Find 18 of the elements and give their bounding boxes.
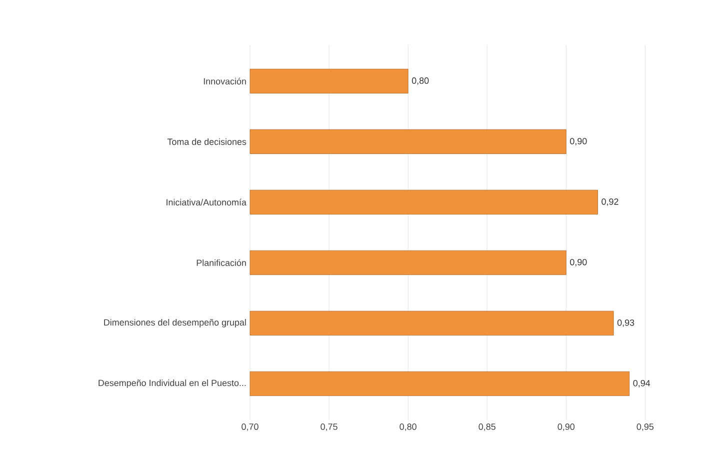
data-label: 0,93 xyxy=(617,319,634,327)
data-label: 0,80 xyxy=(412,77,429,85)
y-tick-label: Toma de decisiones xyxy=(167,138,246,145)
y-tick-label: Innovación xyxy=(204,78,246,84)
x-tick-label: 0,90 xyxy=(558,424,575,431)
data-label: 0,94 xyxy=(633,380,650,388)
data-label: 0,92 xyxy=(602,198,618,206)
data-label: 0,90 xyxy=(570,258,587,266)
y-tick-label: Iniciativa/Autonomía xyxy=(166,198,246,206)
x-tick-label: 0,70 xyxy=(242,424,258,431)
y-tick-label: Dimensiones del desempeño grupal xyxy=(104,319,246,328)
x-tick-label: 0,80 xyxy=(400,424,416,431)
y-tick-label: Desempeño Individual en el Puesto... xyxy=(98,380,246,388)
x-tick-label: 0,95 xyxy=(636,424,654,431)
x-tick-label: 0,75 xyxy=(320,424,338,431)
data-label: 0,90 xyxy=(570,138,587,146)
x-tick-label: 0,85 xyxy=(478,424,496,431)
y-tick-label: Planificación xyxy=(196,259,246,266)
